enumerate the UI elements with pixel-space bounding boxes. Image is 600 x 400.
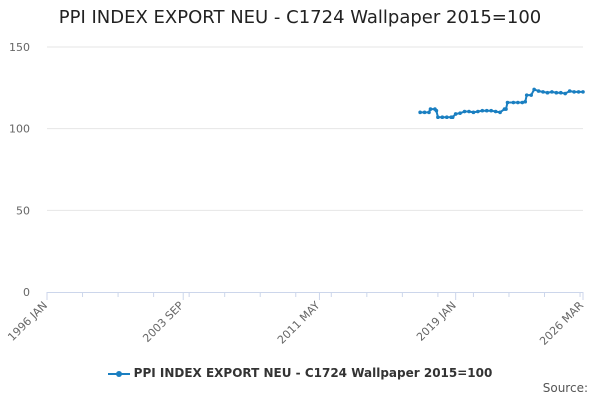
data-point[interactable] <box>532 87 536 92</box>
legend-marker-icon <box>107 369 130 379</box>
data-point[interactable] <box>529 93 533 97</box>
y-tick-label: 50 <box>16 204 30 217</box>
x-tick-label: 2026 MAR <box>537 299 586 348</box>
data-point[interactable] <box>511 100 516 105</box>
data-point[interactable] <box>444 115 449 120</box>
data-point[interactable] <box>418 110 422 115</box>
data-point[interactable] <box>567 89 572 93</box>
data-point[interactable] <box>523 99 528 104</box>
data-point[interactable] <box>480 108 485 113</box>
data-point[interactable] <box>462 109 467 114</box>
data-point[interactable] <box>520 100 525 105</box>
x-tick-label: 1996 JAN <box>5 299 50 344</box>
data-point[interactable] <box>581 90 585 94</box>
x-tick-label: 2003 SEP <box>140 299 186 345</box>
x-tick-label: 2019 JAN <box>414 299 459 344</box>
data-point[interactable] <box>505 100 510 105</box>
data-point[interactable] <box>572 90 576 94</box>
data-point[interactable] <box>493 109 498 114</box>
data-point[interactable] <box>558 90 563 95</box>
x-tick-label: 2011 MAY <box>275 299 323 347</box>
data-point[interactable] <box>504 107 508 111</box>
data-point[interactable] <box>536 89 541 93</box>
axes: 0 50 100 150 1996 JAN 2003 SEP 2011 MAY 2019 JA… <box>5 41 586 348</box>
data-point[interactable] <box>498 110 502 115</box>
data-point[interactable] <box>545 90 550 95</box>
data-point[interactable] <box>458 111 462 115</box>
data-point[interactable] <box>467 109 471 114</box>
data-point[interactable] <box>484 108 489 113</box>
data-point[interactable] <box>576 90 581 94</box>
y-tick-label: 100 <box>9 123 30 136</box>
data-point[interactable] <box>476 109 480 114</box>
source-label: Source: <box>542 381 588 395</box>
legend[interactable]: PPI INDEX EXPORT NEU - C1724 Wallpaper 2… <box>0 366 600 380</box>
data-point[interactable] <box>489 108 494 113</box>
data-point[interactable] <box>524 93 529 97</box>
legend-label: PPI INDEX EXPORT NEU - C1724 Wallpaper 2… <box>133 366 493 380</box>
series-layer <box>418 87 585 120</box>
gridlines <box>47 46 583 211</box>
data-point[interactable] <box>563 91 568 96</box>
data-point[interactable] <box>554 90 559 95</box>
data-point[interactable] <box>436 115 440 120</box>
data-point[interactable] <box>453 112 458 116</box>
chart-title: PPI INDEX EXPORT NEU - C1724 Wallpaper 2… <box>58 7 542 28</box>
y-tick-label: 0 <box>23 286 30 299</box>
data-point[interactable] <box>450 115 455 120</box>
data-point[interactable] <box>471 110 476 115</box>
data-point[interactable] <box>422 110 427 115</box>
data-point[interactable] <box>550 90 554 94</box>
data-point[interactable] <box>516 100 520 105</box>
data-point[interactable] <box>427 110 431 115</box>
data-point[interactable] <box>541 90 545 94</box>
data-point[interactable] <box>440 115 445 120</box>
data-point[interactable] <box>434 108 439 113</box>
y-tick-label: 150 <box>9 41 30 54</box>
data-point[interactable] <box>428 107 433 111</box>
